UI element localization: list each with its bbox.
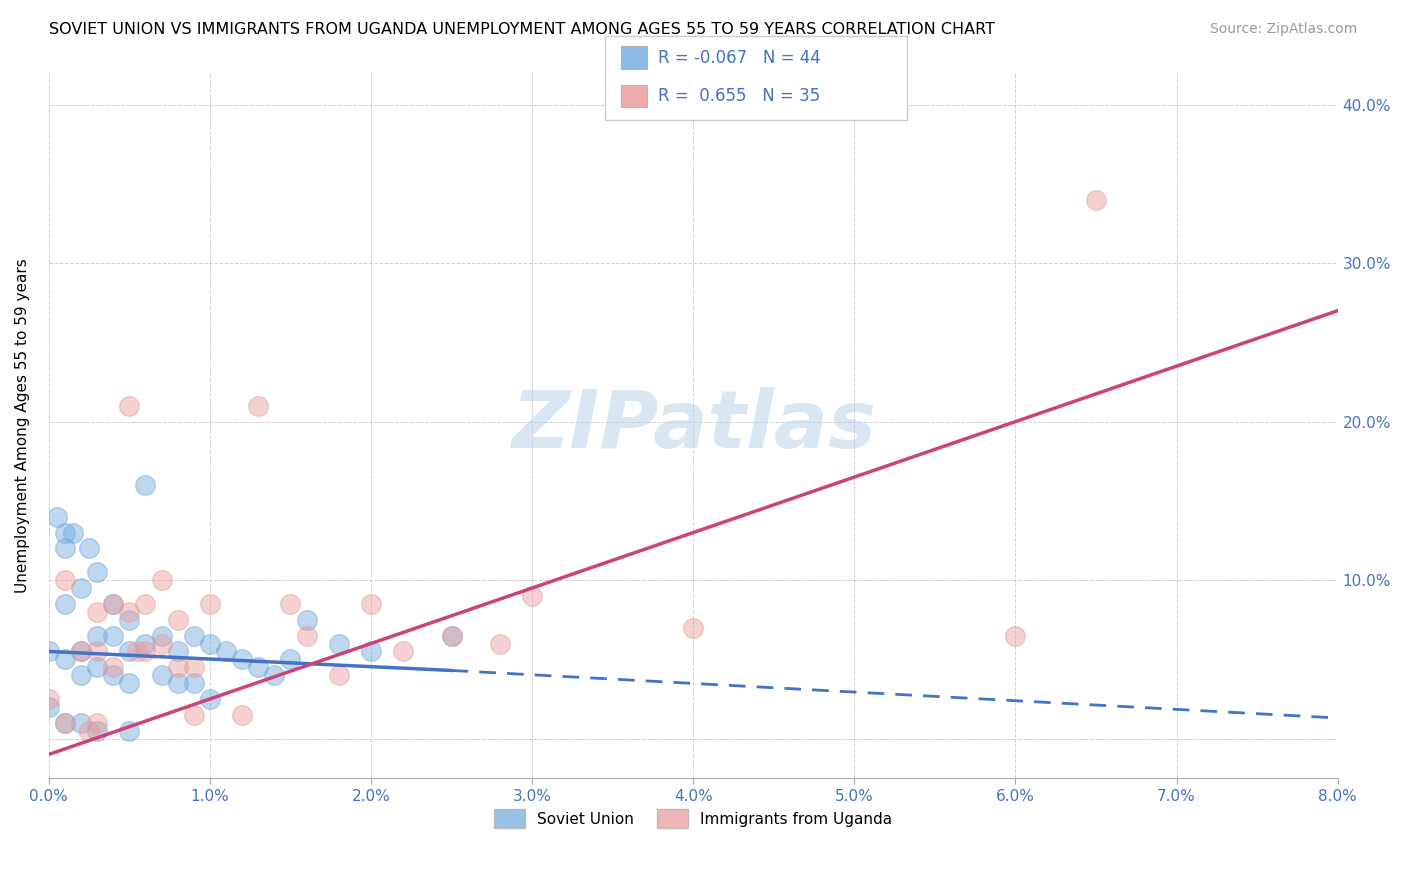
Point [70, 581, 93, 595]
Point [1084, 193, 1107, 207]
Point [682, 621, 704, 635]
Point [280, 652, 302, 666]
Point [70, 644, 93, 658]
Point [134, 597, 156, 611]
Point [127, 644, 149, 658]
Point [53, 525, 76, 540]
Point [86, 629, 108, 643]
Point [45, 509, 67, 524]
Point [231, 652, 253, 666]
Text: Source: ZipAtlas.com: Source: ZipAtlas.com [1209, 22, 1357, 37]
Point [295, 613, 318, 627]
Point [86, 660, 108, 674]
Point [53, 597, 76, 611]
Point [70, 668, 93, 682]
Point [118, 399, 141, 413]
Point [62, 525, 84, 540]
Point [489, 636, 512, 650]
Point [215, 644, 238, 658]
Point [103, 597, 125, 611]
Point [166, 644, 188, 658]
Point [247, 399, 270, 413]
Point [53, 715, 76, 730]
Point [118, 644, 141, 658]
Point [360, 644, 382, 658]
Point [134, 478, 156, 492]
Point [134, 636, 156, 650]
Point [263, 668, 285, 682]
Point [86, 715, 108, 730]
Legend: Soviet Union, Immigrants from Uganda: Soviet Union, Immigrants from Uganda [488, 803, 898, 834]
Point [53, 715, 76, 730]
Point [38, 699, 60, 714]
Point [103, 629, 125, 643]
Point [150, 668, 173, 682]
Point [103, 660, 125, 674]
Point [198, 636, 221, 650]
Point [86, 605, 108, 619]
Point [295, 629, 318, 643]
Point [86, 565, 108, 579]
Point [183, 660, 205, 674]
Point [150, 629, 173, 643]
Text: R = -0.067   N = 44: R = -0.067 N = 44 [658, 48, 821, 67]
Point [77, 541, 100, 556]
Point [328, 636, 350, 650]
Point [134, 644, 156, 658]
Point [166, 613, 188, 627]
Point [118, 676, 141, 690]
Text: SOVIET UNION VS IMMIGRANTS FROM UGANDA UNEMPLOYMENT AMONG AGES 55 TO 59 YEARS CO: SOVIET UNION VS IMMIGRANTS FROM UGANDA U… [49, 22, 995, 37]
Point [247, 660, 270, 674]
Point [86, 644, 108, 658]
Point [103, 668, 125, 682]
Point [118, 605, 141, 619]
Point [198, 597, 221, 611]
Text: R =  0.655   N = 35: R = 0.655 N = 35 [658, 87, 820, 105]
Point [70, 715, 93, 730]
Point [166, 676, 188, 690]
Point [150, 636, 173, 650]
Point [118, 723, 141, 738]
Point [86, 723, 108, 738]
Point [440, 629, 463, 643]
Text: ZIPatlas: ZIPatlas [510, 386, 876, 465]
Point [38, 692, 60, 706]
Point [198, 692, 221, 706]
Point [183, 676, 205, 690]
Point [53, 573, 76, 587]
Point [77, 723, 100, 738]
Point [360, 597, 382, 611]
Point [166, 660, 188, 674]
Point [231, 707, 253, 722]
Point [520, 589, 543, 603]
Y-axis label: Unemployment Among Ages 55 to 59 years: Unemployment Among Ages 55 to 59 years [15, 258, 30, 593]
Point [103, 597, 125, 611]
Point [183, 629, 205, 643]
Point [53, 541, 76, 556]
Point [183, 707, 205, 722]
Point [440, 629, 463, 643]
Point [392, 644, 415, 658]
Point [118, 613, 141, 627]
Point [150, 573, 173, 587]
Point [328, 668, 350, 682]
Point [38, 644, 60, 658]
Point [280, 597, 302, 611]
Point [53, 652, 76, 666]
Point [70, 644, 93, 658]
Point [1004, 629, 1026, 643]
